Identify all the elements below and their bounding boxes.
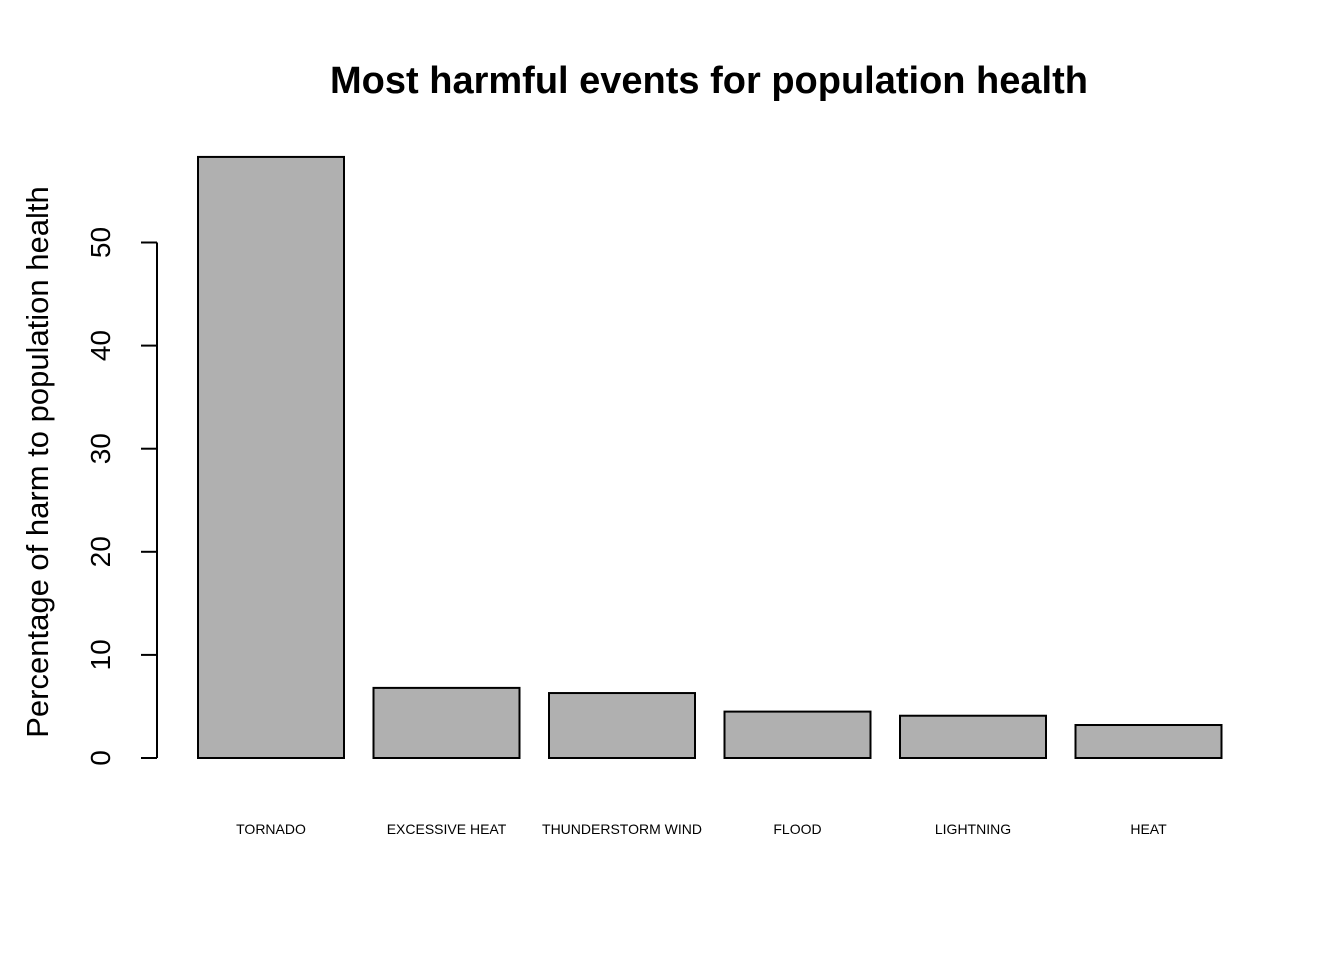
y-tick-label: 30 [85, 433, 116, 464]
x-tick-label: LIGHTNING [935, 821, 1011, 837]
x-axis-labels: TORNADO EXCESSIVE HEAT THUNDERSTORM WIND FL… [236, 821, 1167, 837]
bars-group [197, 155, 1223, 760]
y-tick-label: 50 [85, 227, 116, 258]
y-tick-label: 40 [85, 330, 116, 361]
bar-lightning [899, 714, 1047, 760]
bar-thunderstorm-wind [548, 692, 696, 759]
chart-title: Most harmful events for population healt… [330, 60, 1088, 102]
bar-excessive-heat [372, 686, 521, 760]
y-axis: 0 10 20 30 40 50 [85, 227, 158, 766]
bar-heat [1074, 724, 1223, 759]
x-tick-label: TORNADO [236, 821, 306, 837]
x-tick-label: FLOOD [773, 821, 821, 837]
y-tick-label: 0 [85, 750, 116, 766]
y-axis-label: Percentage of harm to population health [20, 186, 55, 738]
y-tick-label: 20 [85, 536, 116, 567]
x-tick-label: THUNDERSTORM WIND [542, 821, 702, 837]
x-tick-label: HEAT [1130, 821, 1167, 837]
bar-tornado [197, 155, 345, 759]
bar-flood [723, 710, 872, 759]
x-tick-label: EXCESSIVE HEAT [387, 821, 507, 837]
y-tick-label: 10 [85, 639, 116, 670]
